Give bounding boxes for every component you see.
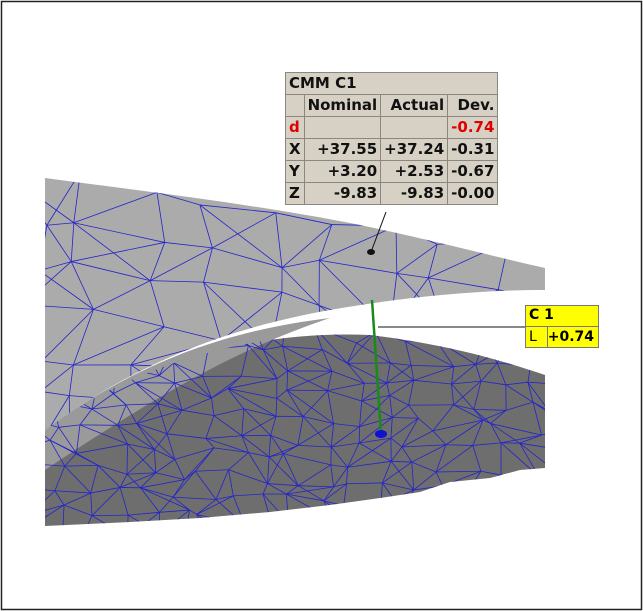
cell: -0.67 bbox=[448, 161, 498, 183]
header-cell bbox=[286, 95, 305, 117]
actual-point bbox=[375, 430, 387, 438]
mesh-edge bbox=[287, 390, 328, 391]
cell bbox=[304, 117, 381, 139]
cell: +37.55 bbox=[304, 139, 381, 161]
cell: +3.20 bbox=[304, 161, 381, 183]
cmm-table: CMM C1 Nominal Actual Dev. d -0.74 X +37… bbox=[285, 72, 498, 205]
table-title: CMM C1 bbox=[286, 73, 498, 95]
header-cell: Dev. bbox=[448, 95, 498, 117]
cell: -0.74 bbox=[448, 117, 498, 139]
row-label: d bbox=[286, 117, 305, 139]
row-label: X bbox=[286, 139, 305, 161]
mesh-edge bbox=[92, 515, 128, 516]
row-label: Y bbox=[286, 161, 305, 183]
point-label-title: C 1 bbox=[526, 306, 598, 327]
cell bbox=[381, 117, 448, 139]
row-label: Z bbox=[286, 183, 305, 205]
cell: +2.53 bbox=[381, 161, 448, 183]
point-label-row: L +0.74 bbox=[526, 327, 598, 347]
header-cell: Actual bbox=[381, 95, 448, 117]
cell: -0.31 bbox=[448, 139, 498, 161]
cell: -0.00 bbox=[448, 183, 498, 205]
page: {"cmm_table": {"title": "CMM C1", "colum… bbox=[0, 0, 643, 611]
point-label-value: +0.74 bbox=[548, 327, 598, 347]
cell: -9.83 bbox=[381, 183, 448, 205]
point-label-key: L bbox=[526, 327, 548, 347]
cell: -9.83 bbox=[304, 183, 381, 205]
cell: +37.24 bbox=[381, 139, 448, 161]
point-label: C 1 L +0.74 bbox=[525, 305, 599, 348]
header-cell: Nominal bbox=[304, 95, 381, 117]
